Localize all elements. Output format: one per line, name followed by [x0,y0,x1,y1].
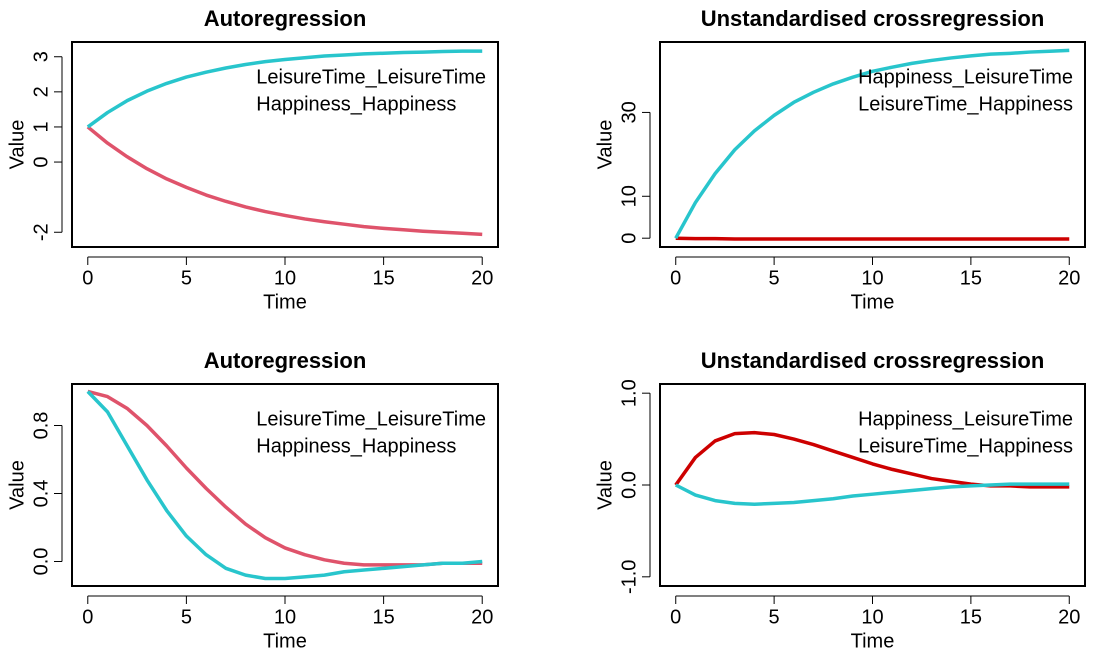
chart-title: Unstandardised crossregression [701,348,1045,373]
legend: LeisureTime_LeisureTime Happiness_Happine… [256,66,486,115]
legend-entry: Happiness_Happiness [256,93,456,115]
x-tick-label: 10 [861,606,883,628]
legend-entry: LeisureTime_LeisureTime [256,66,486,88]
y-tick-label: 0 [30,156,52,167]
series-line [675,236,1070,241]
series-line [86,125,483,237]
plot-box [659,41,1086,248]
x-tick-label: 0 [670,606,681,628]
plot-box [659,383,1086,587]
y-tick-label: 2 [30,86,52,97]
x-tick-label: 20 [471,267,493,289]
x-axis-label: Time [263,291,307,313]
x-tick-label: 10 [861,267,883,289]
x-tick-label: 20 [1058,606,1080,628]
legend-entry: Happiness_LeisureTime [858,66,1073,88]
legend: Happiness_LeisureTime LeisureTime_Happine… [858,66,1073,115]
y-tick-label: 30 [618,101,640,123]
y-tick-label: 3 [30,51,52,62]
legend: LeisureTime_LeisureTime Happiness_Happine… [256,408,486,457]
x-tick-label: 20 [471,606,493,628]
legend-entry: LeisureTime_LeisureTime [256,408,486,430]
x-tick-label: 15 [960,606,982,628]
y-tick-label: -1.0 [618,560,640,594]
x-axis-label: Time [851,291,895,313]
series-line [86,390,483,581]
x-tick-label: 5 [181,606,192,628]
y-tick-label: 0.0 [618,471,640,499]
x-tick-label: 15 [960,267,982,289]
x-tick-label: 15 [372,606,394,628]
series-line [674,482,1070,507]
legend: Happiness_LeisureTime LeisureTime_Happine… [858,408,1073,457]
y-tick-label: 1.0 [618,379,640,407]
y-axis-label: Value [594,120,616,170]
chart-title: Autoregression [204,6,367,31]
x-tick-label: 5 [181,267,192,289]
legend-entry: LeisureTime_Happiness [858,435,1073,457]
x-tick-label: 0 [82,606,93,628]
y-tick-label: 0.0 [30,548,52,576]
x-tick-label: 0 [670,267,681,289]
x-tick-label: 5 [769,606,780,628]
series-line [674,48,1070,240]
x-tick-label: 15 [372,267,394,289]
chart-title: Unstandardised crossregression [701,6,1045,31]
x-tick-label: 0 [82,267,93,289]
chart-title: Autoregression [204,348,367,373]
panel: Autoregression Time Value 0 5 10 15 20 0.0 0.4 0.8… [6,348,499,651]
plot-box [71,41,499,248]
x-tick-label: 10 [274,606,296,628]
legend-entry: LeisureTime_Happiness [858,93,1073,115]
y-axis-label: Value [6,460,28,510]
x-tick-label: 10 [274,267,296,289]
x-tick-label: 5 [769,267,780,289]
legend-entry: Happiness_LeisureTime [858,408,1073,430]
plot-box [71,383,499,587]
y-axis-label: Value [6,120,28,170]
legend-entry: Happiness_Happiness [256,435,456,457]
x-tick-label: 20 [1058,267,1080,289]
x-axis-label: Time [851,630,895,651]
panel: Unstandardised crossregressionTimeValue0… [594,348,1086,651]
x-axis-label: Time [263,630,307,651]
series-line [86,49,483,129]
y-tick-label: -2 [30,223,52,241]
y-tick-label: 10 [618,185,640,207]
panel: Unstandardised crossregression Time Value 0… [594,6,1086,313]
y-axis-label: Value [594,460,616,510]
y-tick-label: 0.4 [30,480,52,508]
y-tick-label: 1 [30,121,52,132]
y-tick-label: 0.8 [30,412,52,440]
y-tick-label: 0 [618,233,640,244]
